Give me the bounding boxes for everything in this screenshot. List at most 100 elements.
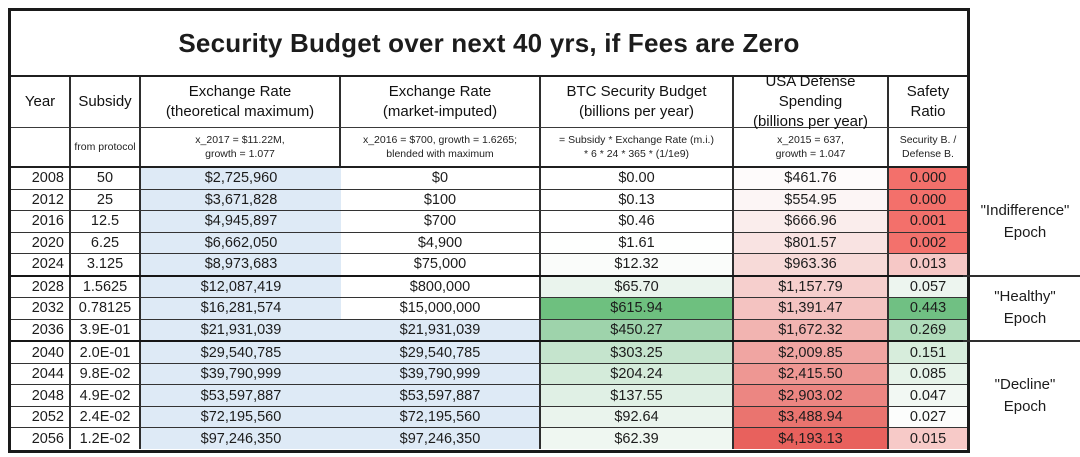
cell-safety: 0.000 [889,189,967,211]
cell-er_market: $53,597,887 [341,385,541,406]
cell-safety: 0.443 [889,298,967,319]
table-row: 2028 1.5625 $12,087,419 $800,000 $65.70 $1,15… [11,276,967,299]
column-subheader-line: * 6 * 24 * 365 * (1/1e9) [583,148,690,160]
column-header-btc: BTC Security Budget (billions per year) [541,77,734,127]
column-subheader-btc: = Subsidy * Exchange Rate (m.i.) * 6 * 24… [541,128,734,166]
cell-defense: $1,672.32 [734,319,889,341]
column-header-er_max: Exchange Rate (theoretical maximum) [141,77,341,127]
epoch-label-line1: "Healthy" [994,288,1056,305]
epoch-label-healthy: "Healthy" Epoch [970,286,1080,330]
column-header-safety: Safety Ratio [889,77,967,127]
cell-safety: 0.057 [889,276,967,298]
subheader-row: from protocol x_2017 = $11.22M, growth = 1… [11,128,967,168]
epoch-label-line2: Epoch [1003,310,1047,327]
column-subheader-line: x_2015 = 637, [777,134,844,146]
cell-year: 2036 [11,319,71,341]
cell-safety: 0.015 [889,428,967,449]
cell-btc: $615.94 [541,298,734,319]
cell-defense: $3,488.94 [734,406,889,428]
column-header-er_market: Exchange Rate (market-imputed) [341,77,541,127]
cell-subsidy: 2.0E-01 [71,342,141,363]
cell-safety: 0.269 [889,319,967,341]
cell-defense: $666.96 [734,211,889,232]
table-row: 2044 9.8E-02 $39,790,999 $39,790,999 $204.24… [11,363,967,386]
cell-year: 2016 [11,211,71,232]
cell-er_max: $53,597,887 [141,385,341,406]
cell-safety: 0.047 [889,385,967,406]
table-row: 2056 1.2E-02 $97,246,350 $97,246,350 $62.39 $… [11,428,967,449]
cell-er_market: $0 [341,168,541,189]
cell-defense: $2,009.85 [734,342,889,363]
cell-year: 2048 [11,385,71,406]
header-row: Year Subsidy Exchange Rate (theoretical max… [11,73,967,130]
cell-subsidy: 50 [71,168,141,189]
cell-defense: $963.36 [734,254,889,275]
column-header-line: Year [24,93,56,110]
column-subheader-subsidy: from protocol [71,128,141,166]
cell-er_max: $2,725,960 [141,168,341,189]
cell-er_market: $29,540,785 [341,342,541,363]
cell-defense: $1,391.47 [734,298,889,319]
column-subheader-line: x_2017 = $11.22M, [195,134,285,146]
table-row: 2016 12.5 $4,945,897 $700 $0.46 $666.96 0.001 [11,211,967,233]
column-header-line: Exchange Rate [188,83,292,100]
epoch-label-line2: Epoch [1003,224,1047,241]
cell-btc: $0.13 [541,189,734,211]
column-subheader-defense: x_2015 = 637, growth = 1.047 [734,128,889,166]
cell-subsidy: 1.5625 [71,276,141,298]
epoch-label-line1: "Indifference" [980,202,1070,219]
cell-btc: $92.64 [541,406,734,428]
cell-year: 2024 [11,254,71,275]
column-subheader-safety: Security B. / Defense B. [889,128,967,166]
cell-safety: 0.000 [889,168,967,189]
cell-btc: $12.32 [541,254,734,275]
table-row: 2048 4.9E-02 $53,597,887 $53,597,887 $137.55… [11,385,967,407]
column-header-subsidy: Subsidy [71,77,141,127]
cell-btc: $137.55 [541,385,734,406]
column-subheader-line: = Subsidy * Exchange Rate (m.i.) [559,134,714,146]
column-subheader-line: x_2016 = $700, growth = 1.6265; [362,134,518,146]
cell-year: 2056 [11,428,71,449]
cell-subsidy: 12.5 [71,211,141,232]
cell-subsidy: 4.9E-02 [71,385,141,406]
cell-er_max: $72,195,560 [141,406,341,428]
table-row: 2012 25 $3,671,828 $100 $0.13 $554.95 0.000 [11,189,967,212]
cell-btc: $303.25 [541,342,734,363]
cell-er_max: $4,945,897 [141,211,341,232]
cell-safety: 0.151 [889,342,967,363]
cell-subsidy: 1.2E-02 [71,428,141,449]
cell-btc: $450.27 [541,319,734,341]
cell-btc: $1.61 [541,232,734,254]
cell-er_market: $75,000 [341,254,541,275]
cell-er_market: $97,246,350 [341,428,541,449]
cell-safety: 0.027 [889,406,967,428]
cell-safety: 0.013 [889,254,967,275]
column-subheader-er_max: x_2017 = $11.22M, growth = 1.077 [141,128,341,166]
cell-er_max: $6,662,050 [141,232,341,254]
cell-subsidy: 25 [71,189,141,211]
table-row: 2020 6.25 $6,662,050 $4,900 $1.61 $801.57 0.00… [11,232,967,255]
table-title: Security Budget over next 40 yrs, if Fee… [11,11,967,77]
cell-year: 2032 [11,298,71,319]
epoch-label-line1: "Decline" [994,376,1056,393]
cell-defense: $1,157.79 [734,276,889,298]
column-subheader-line: growth = 1.047 [775,148,846,160]
cell-er_max: $39,790,999 [141,363,341,385]
security-budget-table: Security Budget over next 40 yrs, if Fee… [8,8,970,453]
column-header-line: Subsidy [78,93,132,110]
column-header-line: Exchange Rate [388,83,492,100]
cell-er_max: $21,931,039 [141,319,341,341]
cell-er_max: $12,087,419 [141,276,341,298]
cell-defense: $4,193.13 [734,428,889,449]
cell-subsidy: 0.78125 [71,298,141,319]
cell-safety: 0.002 [889,232,967,254]
cell-year: 2044 [11,363,71,385]
table-row: 2024 3.125 $8,973,683 $75,000 $12.32 $963.36 0… [11,254,967,277]
cell-subsidy: 3.9E-01 [71,319,141,341]
cell-er_market: $100 [341,189,541,211]
cell-year: 2028 [11,276,71,298]
column-subheader-line: Defense B. [902,148,954,160]
cell-defense: $2,415.50 [734,363,889,385]
cell-year: 2012 [11,189,71,211]
